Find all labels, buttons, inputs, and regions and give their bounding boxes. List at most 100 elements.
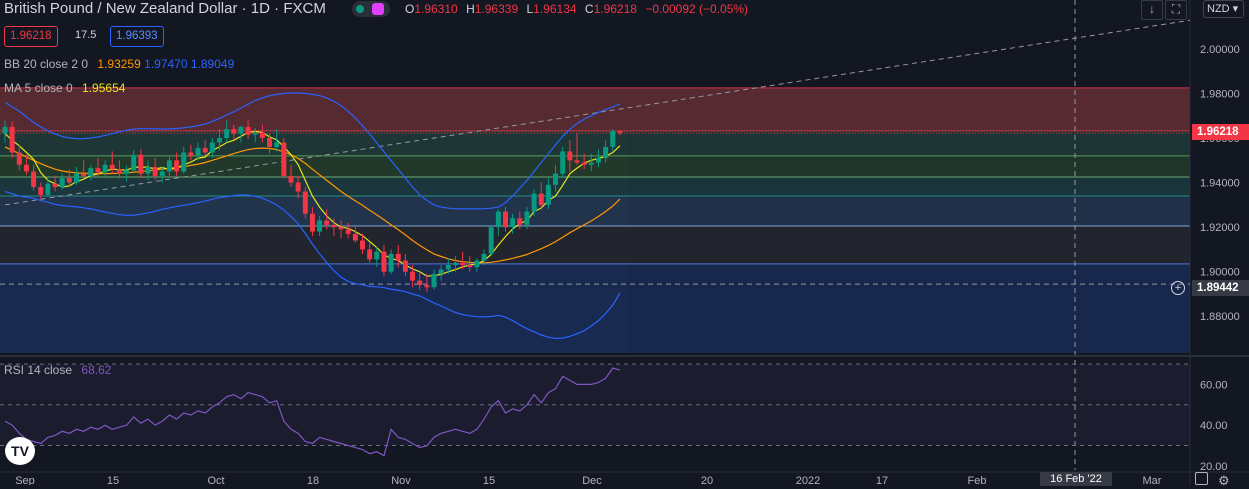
candle-body	[488, 227, 494, 254]
download-button[interactable]: ↓	[1141, 0, 1163, 20]
candle-body	[38, 187, 44, 195]
time-tick-label: Dec	[582, 475, 602, 485]
close-key: C	[584, 2, 594, 16]
candle-body	[23, 164, 29, 172]
ma-name: MA 5 close 0	[4, 81, 73, 95]
candle-body	[460, 262, 466, 266]
candle-body	[345, 229, 351, 234]
candle-body	[538, 193, 544, 205]
price-tick-label: 1.98000	[1200, 88, 1240, 100]
candle-body	[560, 151, 566, 174]
candle-body	[231, 129, 237, 134]
bb-upper-line	[4, 92, 621, 210]
candle-body	[317, 220, 323, 232]
candle-body	[81, 173, 87, 176]
candle-body	[424, 285, 430, 288]
time-tick-label: 20	[701, 475, 713, 485]
candle-body	[138, 154, 144, 174]
candle-body	[88, 168, 94, 176]
candle-body	[517, 218, 523, 225]
ma-legend[interactable]: MA 5 close 0 1.95654	[4, 81, 125, 95]
price-tick-label: 2.00000	[1200, 44, 1240, 56]
timezone-icon[interactable]	[1195, 472, 1208, 485]
sell-price-button[interactable]: 1.96218	[4, 26, 58, 47]
market-open-icon	[356, 5, 364, 13]
candle-body	[367, 249, 373, 260]
candle-body	[553, 173, 559, 185]
data-provider-icon	[372, 3, 384, 15]
rsi-tick-label: 20.00	[1200, 461, 1228, 473]
symbol-title[interactable]: British Pound / New Zealand Dollar · 1D …	[4, 0, 326, 17]
candle-body	[603, 146, 609, 159]
candle-body	[531, 193, 537, 212]
price-tick-label: 1.94000	[1200, 178, 1240, 190]
bb-name: BB 20 close 2 0	[4, 57, 89, 71]
high-value: 1.96339	[474, 2, 519, 16]
arrow-down-icon: ↓	[1149, 2, 1155, 16]
candle-body	[545, 184, 551, 205]
price-tick-label: 1.88000	[1200, 311, 1240, 323]
candle-body	[16, 152, 22, 165]
time-tick-label: 15	[483, 475, 495, 485]
candle-body	[252, 132, 258, 135]
buy-price-button[interactable]: 1.96393	[110, 26, 164, 47]
price-tick-label: 1.92000	[1200, 222, 1240, 234]
crosshair-price-label: 1.89442	[1192, 280, 1249, 296]
candle-body	[152, 166, 158, 176]
candle-body	[2, 126, 8, 134]
change-value: −0.00092 (−0.05%)	[645, 2, 749, 16]
low-value: 1.96134	[533, 2, 577, 16]
fib-zone-top	[0, 87, 1190, 131]
rsi-name: RSI 14 close	[4, 363, 73, 377]
candle-body	[324, 220, 330, 225]
candle-body	[45, 183, 51, 195]
candle-body	[66, 178, 72, 183]
rsi-legend[interactable]: RSI 14 close 68.62	[4, 363, 111, 377]
open-key: O	[405, 2, 415, 16]
candle-body	[467, 265, 473, 268]
currency-select[interactable]: NZD ▾	[1203, 0, 1244, 18]
candle-body	[381, 251, 387, 272]
rsi-value: 68.62	[81, 363, 112, 377]
rsi-tick-label: 40.00	[1200, 420, 1228, 432]
symbol-name: British Pound / New Zealand Dollar	[4, 0, 238, 17]
candle-body	[174, 160, 180, 172]
time-tick-label: Feb	[968, 475, 987, 485]
bb-legend[interactable]: BB 20 close 2 0 1.93259 1.97470 1.89049	[4, 57, 234, 71]
currency-label: NZD	[1207, 3, 1230, 15]
candle-body	[617, 131, 623, 134]
candle-body	[309, 213, 315, 232]
candle-body	[209, 142, 215, 153]
fib-zone-highlight	[0, 226, 628, 264]
time-tick-label: 2022	[796, 475, 820, 485]
spread-value: 17.5	[75, 29, 97, 41]
rsi-line	[4, 367, 621, 457]
bb-lower-value: 1.89049	[190, 57, 235, 71]
candle-body	[388, 253, 394, 272]
add-alert-icon[interactable]: +	[1171, 281, 1185, 295]
candle-body	[495, 211, 501, 228]
candle-body	[238, 126, 244, 134]
candle-body	[52, 183, 58, 188]
open-value: 1.96310	[414, 2, 458, 16]
candle-body	[116, 169, 122, 174]
candle-body	[95, 168, 101, 173]
candle-body	[159, 171, 165, 176]
tradingview-logo-icon[interactable]: TV	[5, 437, 35, 465]
fullscreen-button[interactable]: ⛶	[1165, 0, 1187, 20]
candle-body	[145, 166, 151, 174]
gear-icon[interactable]: ⚙	[1218, 473, 1230, 488]
candle-body	[281, 142, 287, 176]
market-status-indicator[interactable]	[352, 1, 390, 17]
interval-label: 1D	[250, 0, 270, 17]
candle-body	[331, 224, 337, 228]
price-tick-label: 1.90000	[1200, 267, 1240, 279]
candle-body	[295, 182, 301, 192]
candle-body	[74, 173, 79, 183]
time-tick-label: Sep	[15, 475, 35, 485]
time-tick-label: 18	[307, 475, 319, 485]
candle-body	[410, 271, 416, 281]
bb-basis-value: 1.93259	[97, 57, 141, 71]
last-price-label: 1.96218	[1192, 124, 1249, 140]
